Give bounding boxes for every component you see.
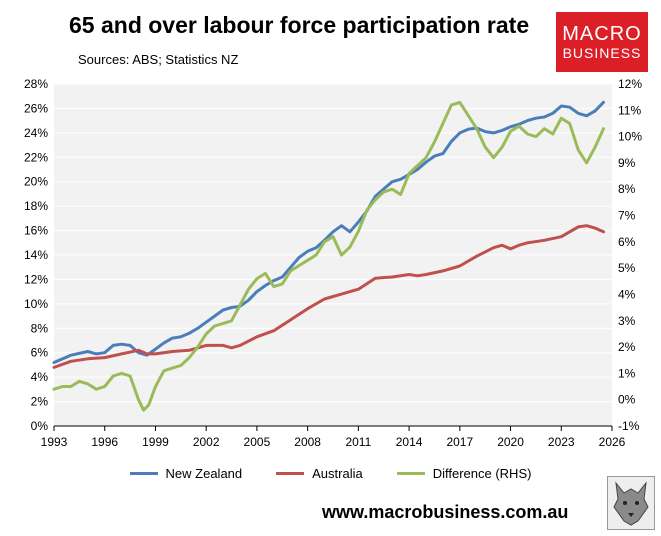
y-right-tick-label: 7%: [618, 209, 636, 223]
macrobusiness-logo: MACRO BUSINESS: [556, 12, 648, 72]
y-left-tick-label: 20%: [24, 175, 48, 189]
y-right-tick-label: 0%: [618, 393, 636, 407]
x-tick-label: 2011: [345, 435, 371, 449]
y-left-tick-label: 8%: [31, 321, 49, 335]
legend-swatch-difference: [396, 472, 425, 475]
y-left-tick-label: 28%: [24, 77, 48, 91]
y-left-tick-label: 26%: [24, 101, 48, 115]
logo-line-2: BUSINESS: [562, 45, 642, 61]
y-right-tick-label: 12%: [618, 77, 642, 91]
y-right-tick-label: 8%: [618, 182, 636, 196]
y-right-tick-label: 6%: [618, 235, 636, 249]
legend-label-australia: Australia: [312, 466, 363, 481]
y-right-tick-label: 3%: [618, 314, 636, 328]
x-tick-label: 2002: [193, 435, 220, 449]
x-tick-label: 1993: [41, 435, 68, 449]
x-tick-label: 2008: [294, 435, 321, 449]
series-line-australia: [52, 224, 605, 369]
y-right-tick-label: 11%: [618, 103, 641, 117]
y-right-tick-label: -1%: [618, 419, 640, 433]
x-tick-label: 2005: [244, 435, 271, 449]
x-tick-label: 1996: [91, 435, 118, 449]
x-tick-label: 1999: [142, 435, 169, 449]
series-line-difference-rhs: [52, 100, 605, 412]
x-tick-label: 2014: [396, 435, 423, 449]
y-left-tick-label: 24%: [24, 126, 48, 140]
y-left-tick-label: 4%: [31, 370, 49, 384]
y-left-tick-label: 18%: [24, 199, 48, 213]
footer-url[interactable]: www.macrobusiness.com.au: [322, 502, 569, 522]
series-line-new-zealand: [52, 100, 605, 364]
y-left-tick-label: 16%: [24, 224, 48, 238]
x-tick-label: 2017: [446, 435, 473, 449]
y-right-tick-label: 9%: [618, 156, 636, 170]
y-left-tick-label: 0%: [31, 419, 49, 433]
y-right-tick-label: 5%: [618, 261, 636, 275]
line-chart: 0% 2% 4% 6% 8% 10% 12% 14% 16% 18% 20% 22% 24% 26% 28%…: [24, 77, 642, 449]
legend-item-australia: Australia: [276, 466, 363, 481]
y-left-tick-label: 6%: [31, 346, 49, 360]
legend-swatch-australia: [276, 472, 305, 475]
legend-label-new-zealand: New Zealand: [165, 466, 243, 481]
x-tick-label: 2020: [497, 435, 524, 449]
y-right-tick-label: 1%: [618, 366, 636, 380]
logo-line-1: MACRO: [562, 23, 642, 45]
chart-legend: New Zealand Australia Difference (RHS): [0, 466, 661, 481]
legend-item-new-zealand: New Zealand: [129, 466, 243, 481]
y-left-tick-label: 10%: [24, 297, 48, 311]
x-tick-label: 2023: [548, 435, 575, 449]
y-right-tick-label: 2%: [618, 340, 636, 354]
y-left-tick-label: 2%: [31, 395, 49, 409]
legend-swatch-new-zealand: [129, 472, 158, 475]
chart-title: 65 and over labour force participation r…: [69, 12, 530, 38]
y-right-tick-label: 4%: [618, 287, 636, 301]
y-left-tick-label: 12%: [24, 272, 48, 286]
y-left-tick-label: 14%: [24, 248, 48, 262]
x-tick-label: 2026: [599, 435, 626, 449]
chart-subtitle: Sources: ABS; Statistics NZ: [78, 52, 239, 67]
legend-label-difference: Difference (RHS): [432, 466, 532, 481]
y-right-tick-label: 10%: [618, 130, 642, 144]
wolf-icon: [607, 476, 655, 530]
legend-item-difference: Difference (RHS): [396, 466, 532, 481]
y-left-tick-label: 22%: [24, 150, 48, 164]
